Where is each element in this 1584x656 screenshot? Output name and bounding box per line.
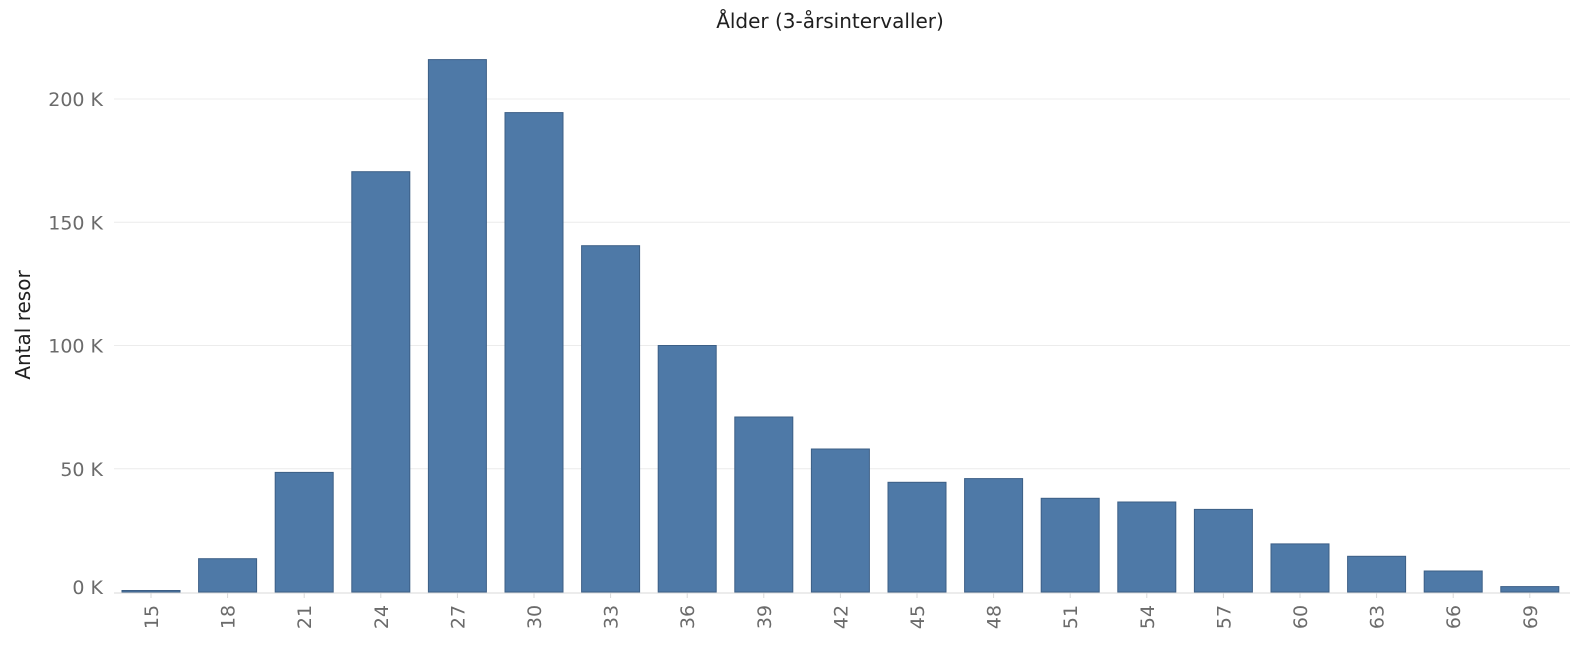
x-tick-label-57: 57 bbox=[1213, 605, 1235, 629]
bars bbox=[121, 59, 1560, 593]
x-tick-label-21: 21 bbox=[294, 605, 316, 629]
x-tick-label-27: 27 bbox=[447, 605, 469, 629]
bar-60[interactable] bbox=[1270, 543, 1330, 593]
y-axis-label: Antal resor bbox=[11, 270, 35, 380]
gridlines bbox=[114, 98, 1570, 470]
x-tick-label-30: 30 bbox=[524, 605, 546, 629]
y-tick-label: 200 K bbox=[48, 89, 103, 111]
y-tick-label: 50 K bbox=[60, 459, 103, 481]
x-tick-label-33: 33 bbox=[601, 605, 623, 629]
x-tick-label-45: 45 bbox=[907, 605, 929, 629]
bar-66[interactable] bbox=[1423, 570, 1483, 593]
y-axis-ticks: 0 K 50 K 100 K 150 K 200 K bbox=[48, 89, 103, 599]
x-axis-ticks: 15 18 21 24 27 30 33 36 39 42 45 48 51 54 57 60 63 66 69 bbox=[141, 593, 1542, 629]
x-tick-label-54: 54 bbox=[1137, 605, 1159, 629]
x-tick-label-51: 51 bbox=[1060, 605, 1082, 629]
bar-45[interactable] bbox=[887, 481, 947, 593]
x-tick-label-15: 15 bbox=[141, 605, 163, 629]
bar-30[interactable] bbox=[504, 112, 564, 593]
x-tick-label-24: 24 bbox=[371, 605, 393, 629]
y-tick-label: 100 K bbox=[48, 336, 103, 358]
bar-63[interactable] bbox=[1347, 555, 1407, 593]
bar-39[interactable] bbox=[734, 416, 794, 593]
x-tick-label-60: 60 bbox=[1290, 605, 1312, 629]
x-tick-label-69: 69 bbox=[1520, 605, 1542, 629]
y-tick-label: 0 K bbox=[72, 577, 103, 599]
bar-51[interactable] bbox=[1040, 497, 1100, 593]
x-tick-label-18: 18 bbox=[218, 605, 240, 629]
x-tick-label-39: 39 bbox=[754, 605, 776, 629]
y-tick-label: 150 K bbox=[48, 212, 103, 234]
x-tick-label-66: 66 bbox=[1443, 605, 1465, 629]
x-tick-label-63: 63 bbox=[1367, 605, 1389, 629]
bar-42[interactable] bbox=[810, 448, 870, 593]
x-tick-label-36: 36 bbox=[677, 605, 699, 629]
bar-15[interactable] bbox=[121, 590, 181, 593]
chart-title: Ålder (3-årsintervaller) bbox=[716, 9, 944, 33]
bar-57[interactable] bbox=[1193, 508, 1253, 593]
bar-54[interactable] bbox=[1117, 501, 1177, 593]
bar-18[interactable] bbox=[198, 558, 258, 593]
bar-69[interactable] bbox=[1500, 586, 1560, 593]
bar-27[interactable] bbox=[427, 59, 487, 593]
bar-21[interactable] bbox=[274, 471, 334, 593]
bar-33[interactable] bbox=[581, 245, 641, 593]
bar-36[interactable] bbox=[657, 345, 717, 593]
bar-48[interactable] bbox=[964, 478, 1024, 593]
x-tick-label-42: 42 bbox=[830, 605, 852, 629]
bar-24[interactable] bbox=[351, 171, 411, 593]
x-tick-label-48: 48 bbox=[984, 605, 1006, 629]
